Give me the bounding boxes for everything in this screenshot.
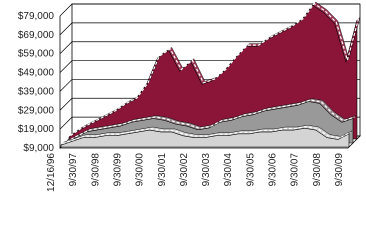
y-tick-label: $29,000 xyxy=(18,105,55,116)
y-tick-label: $49,000 xyxy=(18,68,55,79)
x-tick-label: 9/30/08 xyxy=(312,153,323,187)
x-tick-label: 9/30/05 xyxy=(245,153,256,187)
y-tick-label: $19,000 xyxy=(18,124,55,135)
x-tick-label: 9/30/98 xyxy=(90,153,101,187)
x-tick-label: 12/16/96 xyxy=(46,153,57,192)
x-tick-label: 9/30/01 xyxy=(157,153,168,187)
y-tick-label: $39,000 xyxy=(18,86,55,97)
x-tick-label: 9/30/03 xyxy=(201,153,212,187)
y-tick-label: $59,000 xyxy=(18,49,55,60)
area-top xyxy=(60,124,353,146)
chart: $9,000 $19,000 $29,000 $39,000 $49,000 $59,00… xyxy=(18,1,361,192)
x-tick-label: 9/30/02 xyxy=(179,153,190,187)
x-tick-label: 9/30/97 xyxy=(68,153,79,187)
y-tick-label: $69,000 xyxy=(18,30,55,41)
area-top xyxy=(64,98,357,144)
x-tick-label: 9/30/99 xyxy=(112,153,123,187)
grid-line xyxy=(59,3,360,17)
area-edge xyxy=(70,2,360,137)
area-edge xyxy=(62,126,351,145)
x-tick-label: 9/30/00 xyxy=(135,153,146,187)
x-tick-label: 9/30/07 xyxy=(290,153,301,187)
y-tick-label: $9,000 xyxy=(23,143,54,154)
y-tick-label: $79,000 xyxy=(18,11,55,22)
x-tick-label: 9/30/04 xyxy=(223,153,234,187)
area-edge xyxy=(66,99,355,143)
x-tick-label: 9/30/09 xyxy=(334,153,345,187)
grid-line xyxy=(59,22,360,36)
x-tick-label: 9/30/06 xyxy=(268,153,279,187)
